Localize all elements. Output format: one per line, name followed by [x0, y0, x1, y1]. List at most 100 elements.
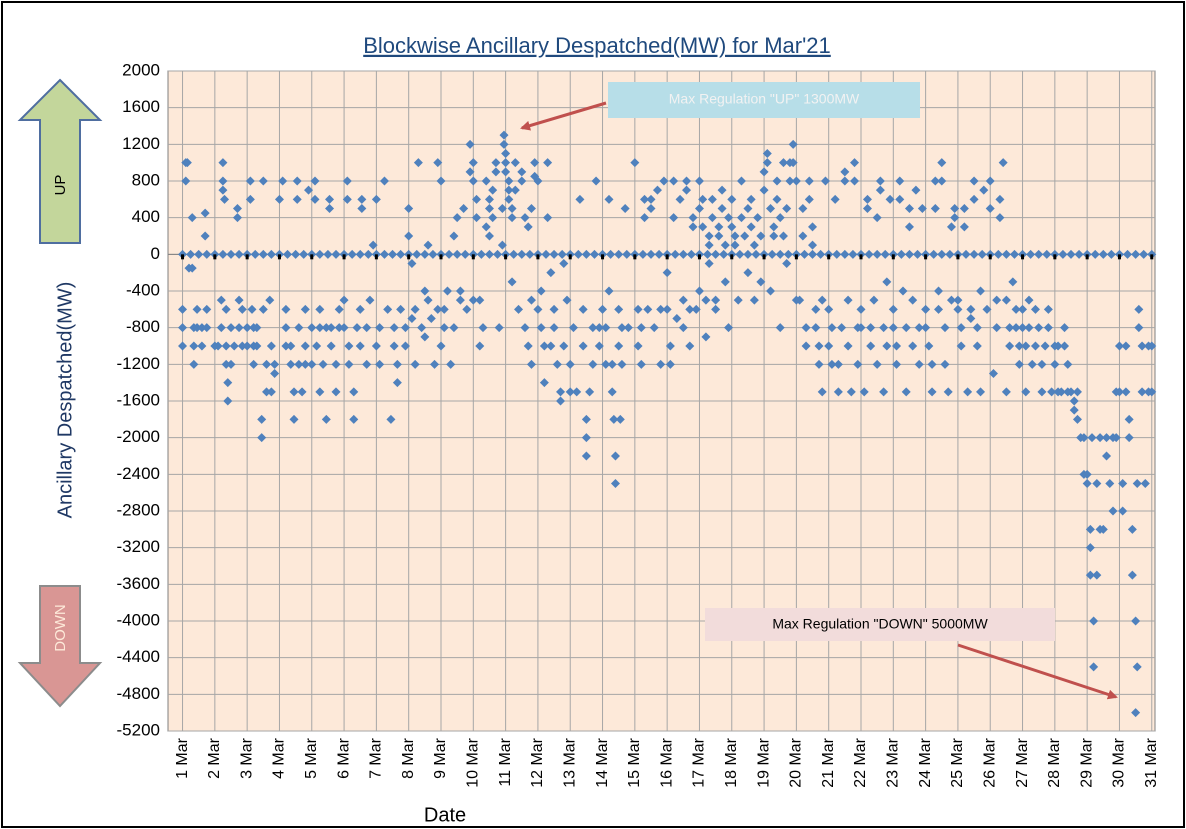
x-tick-label: 31 Mar: [1143, 737, 1160, 787]
data-point: [286, 359, 296, 369]
data-point: [816, 249, 826, 259]
data-point: [1074, 249, 1084, 259]
data-point: [640, 213, 650, 223]
data-point: [591, 176, 601, 186]
data-point: [283, 249, 293, 259]
data-point: [1069, 396, 1079, 406]
data-point: [325, 194, 335, 204]
data-point: [730, 231, 740, 241]
data-point: [1121, 341, 1131, 351]
data-point: [670, 249, 680, 259]
data-point: [620, 204, 630, 213]
data-point: [297, 387, 307, 397]
data-point: [357, 204, 367, 213]
data-point: [604, 194, 614, 204]
data-point: [312, 341, 322, 351]
data-point: [292, 176, 302, 186]
data-point: [1102, 451, 1112, 461]
data-point: [678, 249, 688, 259]
data-point: [843, 295, 853, 305]
data-point: [1042, 249, 1052, 259]
down-label: DOWN: [52, 604, 69, 652]
data-point: [766, 204, 776, 213]
data-point: [362, 359, 372, 369]
data-point: [565, 359, 575, 369]
data-point: [386, 414, 396, 424]
data-point: [536, 323, 546, 333]
data-point: [249, 359, 259, 369]
data-point: [218, 185, 228, 195]
data-point: [762, 158, 772, 168]
data-point: [862, 204, 872, 213]
data-point: [678, 295, 688, 305]
data-point: [1058, 249, 1068, 259]
data-point: [507, 213, 517, 223]
y-tick-label: 1200: [122, 134, 160, 153]
data-point: [218, 158, 228, 168]
data-point: [526, 204, 536, 213]
data-point: [494, 323, 504, 333]
data-point: [1037, 387, 1047, 397]
data-point: [746, 222, 756, 232]
data-point: [740, 231, 750, 241]
data-point: [682, 176, 692, 186]
data-point: [197, 341, 207, 351]
data-point: [778, 231, 788, 241]
data-point: [420, 249, 430, 259]
data-point: [895, 176, 905, 186]
data-point: [484, 249, 494, 259]
data-point: [433, 304, 443, 314]
data-point: [546, 341, 556, 351]
data-point: [976, 286, 986, 296]
data-point: [669, 213, 679, 223]
data-point: [927, 387, 937, 397]
data-point: [392, 359, 402, 369]
data-point: [913, 249, 923, 259]
data-point: [698, 222, 708, 232]
data-point: [953, 295, 963, 305]
data-point: [848, 249, 858, 259]
data-point: [801, 323, 811, 333]
data-point: [1056, 387, 1066, 397]
data-point: [289, 387, 299, 397]
data-point: [200, 208, 210, 218]
data-point: [1021, 341, 1031, 351]
data-point: [759, 185, 769, 195]
data-point: [1132, 662, 1142, 672]
data-point: [775, 323, 785, 333]
data-point: [1131, 249, 1141, 259]
data-point: [266, 387, 276, 397]
data-point: [1021, 387, 1031, 397]
data-point: [281, 304, 291, 314]
data-point: [598, 304, 608, 314]
data-point: [321, 414, 331, 424]
data-point: [407, 314, 417, 323]
data-point: [226, 249, 236, 259]
data-point: [1063, 359, 1073, 369]
data-point: [607, 387, 617, 397]
data-point: [1018, 304, 1028, 314]
data-point: [892, 341, 902, 351]
data-point: [814, 359, 824, 369]
data-point: [289, 414, 299, 424]
data-point: [197, 323, 207, 333]
data-point: [1118, 506, 1128, 516]
data-point: [1072, 387, 1082, 397]
data-point: [1111, 433, 1121, 443]
data-point: [601, 323, 611, 333]
data-point: [756, 277, 766, 287]
data-point: [904, 249, 914, 259]
data-point: [1060, 341, 1070, 351]
data-point: [875, 176, 885, 186]
data-point: [234, 323, 244, 333]
data-point: [1132, 479, 1142, 488]
data-point: [192, 323, 202, 333]
data-point: [334, 323, 344, 333]
data-point: [785, 176, 795, 186]
data-point: [462, 304, 472, 314]
data-point: [300, 304, 310, 314]
x-tick-label: 30 Mar: [1111, 737, 1128, 787]
data-point: [720, 277, 730, 287]
data-point: [908, 341, 918, 351]
data-point: [993, 249, 1003, 259]
